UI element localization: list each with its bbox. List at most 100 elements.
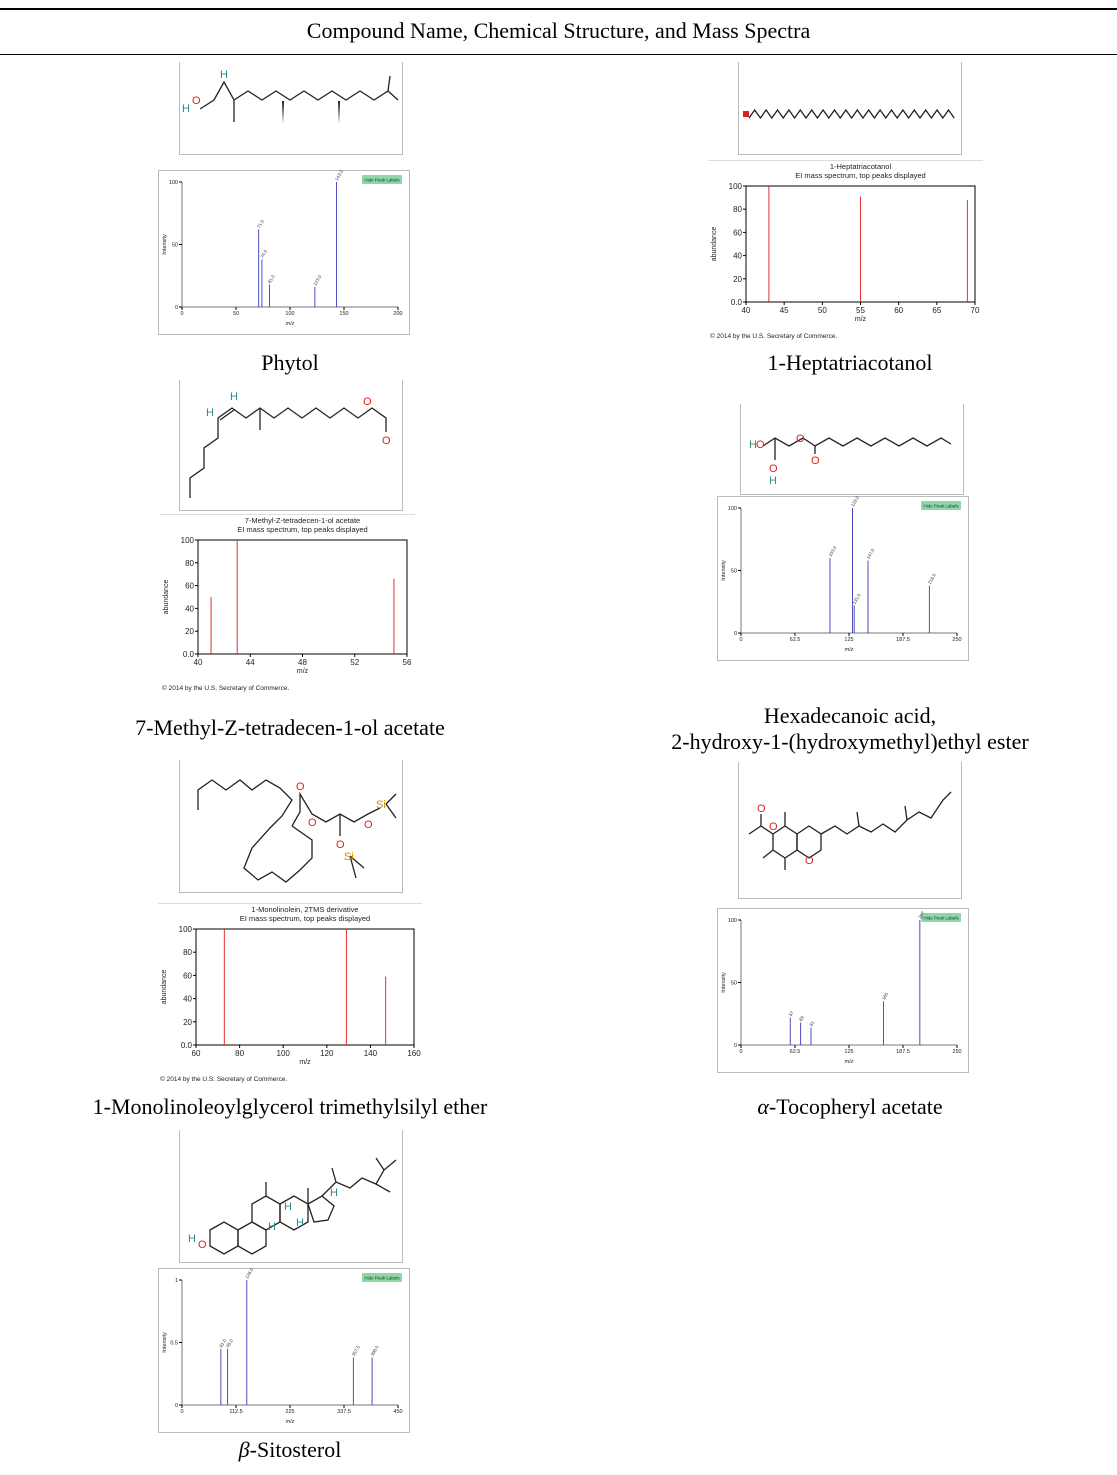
x-axis-title: m/z — [297, 668, 309, 675]
table-header-rule — [0, 54, 1117, 55]
spectrum-title: 1-Heptatriacotanol — [830, 162, 892, 171]
peak-label: 135.0 — [244, 1268, 254, 1280]
atom-label: Si — [344, 851, 354, 863]
x-tick-label: 65 — [932, 306, 941, 315]
structure-diagram: H H O O — [189, 391, 391, 498]
greek-prefix: β — [238, 1437, 250, 1462]
x-tick-label: 100 — [277, 1049, 291, 1058]
structure-image-phytol: H O H — [179, 62, 403, 155]
spectrum-title: 7-Methyl-Z-tetradecen-1-ol acetate — [245, 516, 360, 525]
atom-label: Si — [376, 799, 386, 811]
y-tick-label: 0.0 — [181, 1041, 193, 1050]
x-axis-title: m/z — [845, 1059, 854, 1065]
structure-image-sitosterol: H O H H H H — [179, 1130, 403, 1263]
x-tick-label: 60 — [192, 1049, 201, 1058]
hide-peak-labels-button — [362, 175, 402, 184]
y-tick-label: 100 — [179, 925, 193, 934]
compound-name-text: Phytol — [261, 350, 319, 375]
atom-label: O — [363, 396, 372, 408]
peak-label: 95.0 — [225, 1338, 234, 1349]
y-tick-label: 20 — [185, 627, 194, 636]
atom-label: H — [188, 1233, 196, 1245]
y-tick-label: 0 — [175, 1403, 178, 1409]
x-tick-label: 150 — [339, 311, 348, 317]
x-tick-label: 0 — [180, 1409, 183, 1415]
x-tick-label: 0 — [739, 637, 742, 643]
x-axis-title: m/z — [299, 1059, 311, 1066]
y-axis-title: Intensity — [162, 234, 168, 255]
x-tick-label: 48 — [298, 658, 307, 667]
mass-spectrum-chart: Hide Peak Labels 0 50 100 150 200 0 50 100 m/z Int… — [158, 170, 410, 335]
y-axis-title: abundance — [161, 970, 168, 1005]
x-tick-label: 250 — [952, 637, 961, 643]
compound-name: 7-Methyl-Z-tetradecen-1-ol acetate — [60, 715, 520, 741]
y-tick-label: 0.0 — [731, 298, 743, 307]
y-tick-label: 0.5 — [170, 1341, 178, 1347]
structure-image-methyl-tetradecenol: H H O O — [179, 380, 403, 511]
x-axis-title: m/z — [845, 647, 854, 653]
x-axis-title: m/z — [286, 321, 295, 327]
structure-diagram: O O O — [748, 791, 952, 870]
peak-label: 81.0 — [267, 273, 276, 284]
spectrum-title: EI mass spectrum, top peaks displayed — [795, 171, 925, 180]
x-tick-label: 56 — [403, 658, 412, 667]
x-tick-label: 50 — [818, 306, 827, 315]
compound-name-text: 1-Heptatriacotanol — [767, 350, 933, 375]
x-tick-label: 62.5 — [790, 637, 801, 643]
y-tick-label: 0 — [175, 305, 178, 311]
plot-frame — [195, 928, 415, 1046]
x-tick-label: 50 — [233, 311, 239, 317]
hydroxyl-marker — [743, 111, 749, 117]
plot-frame — [197, 539, 408, 655]
atom-label: H — [230, 391, 238, 403]
x-tick-label: 250 — [952, 1049, 961, 1055]
compound-name: 1-Heptatriacotanol — [700, 350, 1000, 376]
spectrum-title: EI mass spectrum, top peaks displayed — [237, 525, 367, 534]
compound-name-text: 7-Methyl-Z-tetradecen-1-ol acetate — [135, 715, 445, 740]
structure-image-hexadecanoic-ester: H O O O O H — [740, 404, 964, 495]
y-axis-title: Intensity — [721, 560, 727, 581]
y-tick-label: 100 — [728, 506, 737, 512]
peak-label: 81.0 — [218, 1338, 227, 1349]
y-tick-label: 100 — [181, 536, 195, 545]
peak-label: 147.0 — [866, 547, 876, 560]
hide-peak-labels-text: Hide Peak Labels — [923, 916, 959, 921]
atom-label: H — [330, 1187, 338, 1199]
compound-name: β-Sitosterol — [150, 1437, 430, 1463]
x-tick-label: 100 — [285, 311, 294, 317]
atom-label: O — [308, 817, 317, 829]
y-tick-label: 80 — [185, 559, 194, 568]
y-tick-label: 80 — [183, 948, 192, 957]
spectrum-title: 1-Monolinolein, 2TMS derivative — [251, 905, 358, 914]
atom-label: O — [336, 839, 345, 851]
atom-label: H — [749, 439, 757, 451]
peak-label: 218.0 — [927, 572, 937, 585]
compound-name-text: -Tocopheryl acetate — [768, 1094, 943, 1119]
spectrum-panel-border — [717, 908, 969, 1073]
x-tick-label: 0 — [180, 311, 183, 317]
compound-name-line-1: Hexadecanoic acid, — [763, 703, 937, 728]
compound-name-line-2: 2-hydroxy-1-(hydroxymethyl)ethyl ester — [671, 729, 1029, 754]
y-tick-label: 0 — [734, 1043, 737, 1049]
atom-label: H — [182, 103, 190, 115]
mass-spectrum-chart: Hide Peak Labels 0 62.5 125 187.5 250 0 50 100 m/… — [717, 908, 969, 1073]
x-axis-title: m/z — [855, 316, 867, 323]
peak-label: 129.0 — [850, 496, 860, 508]
compound-name-text: -Sitosterol — [249, 1437, 342, 1462]
x-tick-label: 40 — [742, 306, 751, 315]
table-top-rule — [0, 8, 1117, 10]
structure-diagram: H O H — [182, 69, 399, 124]
x-tick-label: 60 — [894, 306, 903, 315]
atom-label: H — [769, 475, 777, 487]
y-tick-label: 40 — [183, 995, 192, 1004]
x-tick-label: 337.5 — [337, 1409, 351, 1415]
y-axis-title: Intensity — [162, 1332, 168, 1353]
hide-peak-labels-button — [921, 913, 961, 922]
x-tick-label: 200 — [393, 311, 402, 317]
compound-name: α-Tocopheryl acetate — [700, 1094, 1000, 1120]
peak-label: 69 — [798, 1015, 805, 1022]
y-tick-label: 100 — [729, 182, 743, 191]
y-tick-label: 0 — [734, 631, 737, 637]
structure-image-heptatriacotanol — [738, 62, 962, 155]
